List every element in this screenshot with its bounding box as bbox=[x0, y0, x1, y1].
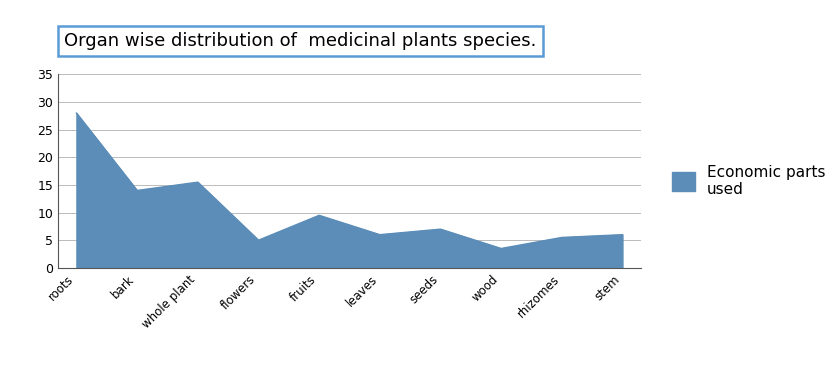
Text: Organ wise distribution of  medicinal plants species.: Organ wise distribution of medicinal pla… bbox=[65, 32, 537, 50]
Legend: Economic parts
used: Economic parts used bbox=[666, 158, 832, 203]
